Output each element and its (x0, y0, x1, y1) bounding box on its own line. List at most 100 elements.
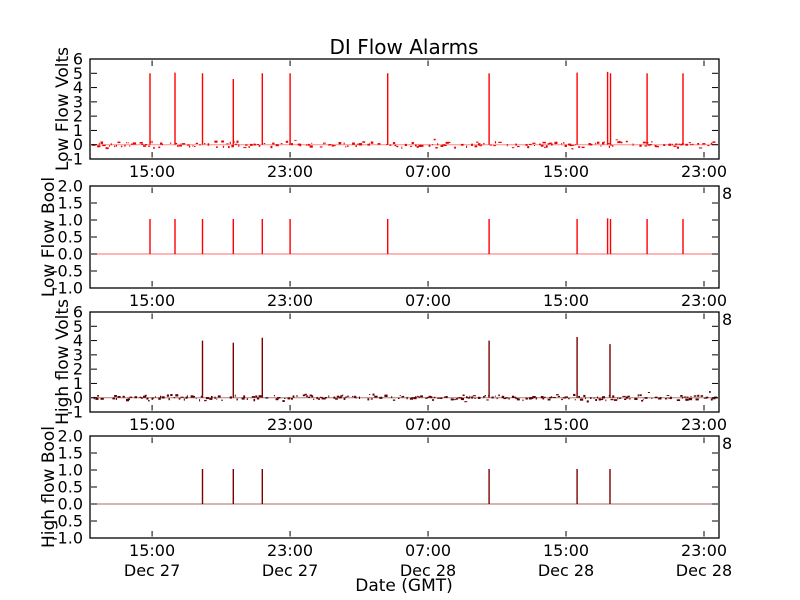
noise-dot (175, 394, 179, 397)
noise-dot (114, 145, 116, 148)
x-tick-time-label: 23:00 (267, 162, 313, 181)
noise-dot (625, 140, 628, 143)
noise-dot (668, 397, 671, 399)
noise-dot (413, 397, 417, 400)
x-tick-time-label: 23:00 (267, 415, 313, 434)
noise-dot (392, 142, 396, 145)
noise-dot (355, 396, 357, 399)
noise-dot (98, 142, 100, 145)
noise-dot (343, 397, 346, 400)
x-tick-time-label: 07:00 (405, 162, 451, 181)
noise-dot (231, 145, 234, 148)
noise-dot (173, 397, 176, 399)
noise-dot (595, 399, 597, 401)
noise-dot (161, 143, 163, 146)
noise-dot (379, 396, 383, 399)
noise-dot (676, 146, 679, 149)
noise-dot (318, 398, 320, 400)
x-tick-date-label: Dec 28 (400, 561, 456, 580)
noise-dot (187, 395, 188, 398)
noise-dot (595, 142, 597, 145)
noise-dot (188, 145, 191, 148)
x-tick-time-label: 23:00 (681, 162, 727, 181)
noise-dot (129, 145, 131, 147)
noise-dot (658, 397, 662, 400)
noise-dot (183, 398, 185, 401)
noise-dot (105, 147, 109, 150)
noise-dot (710, 142, 713, 145)
noise-dot (109, 145, 110, 147)
noise-dot (454, 146, 456, 149)
axes-frame (89, 435, 720, 539)
noise-dot (406, 396, 408, 400)
noise-dot (324, 142, 326, 144)
noise-dot (256, 144, 259, 145)
noise-dot (160, 395, 162, 398)
noise-dot (494, 395, 496, 397)
noise-dot (532, 142, 536, 144)
noise-dot (556, 141, 558, 144)
noise-dot (328, 144, 331, 146)
noise-dot (158, 397, 161, 400)
noise-dot (214, 396, 216, 399)
noise-dot (102, 144, 106, 147)
noise-dot (391, 396, 393, 399)
noise-dot (670, 143, 671, 146)
noise-dot (401, 146, 403, 149)
noise-dot (251, 396, 255, 398)
clipped-date-fragment: 8 (722, 184, 732, 203)
noise-dot (217, 395, 221, 398)
y-tick-label: 1.5 (58, 194, 83, 213)
x-tick-time-label: 15:00 (543, 291, 589, 310)
noise-dot (139, 396, 142, 399)
noise-dot (613, 399, 618, 401)
noise-dot (476, 141, 479, 143)
noise-dot (170, 142, 172, 144)
x-tick-time-label: 15:00 (129, 541, 175, 560)
x-tick-time-label: 15:00 (129, 291, 175, 310)
noise-dot (352, 142, 355, 145)
noise-dot (246, 398, 248, 400)
noise-dot (641, 400, 643, 402)
noise-dot (644, 397, 648, 399)
y-tick-label: 6 (73, 303, 83, 322)
noise-dot (275, 398, 279, 401)
noise-dot (608, 145, 610, 148)
noise-dot (568, 143, 572, 146)
noise-dot (401, 396, 404, 398)
noise-dot (542, 397, 545, 400)
clipped-date-fragment: 8 (722, 434, 732, 453)
noise-dot (486, 399, 489, 401)
clipped-date-fragment: 8 (722, 310, 732, 329)
noise-dot (195, 142, 199, 144)
noise-dot (687, 396, 689, 398)
noise-dot (712, 398, 716, 400)
noise-dot (690, 143, 692, 146)
y-tick-label: 1.0 (58, 461, 83, 480)
noise-dot (338, 142, 342, 145)
noise-dot (306, 395, 308, 398)
noise-dot (168, 398, 170, 401)
noise-dot (450, 398, 454, 401)
y-tick-label: -1 (67, 150, 83, 169)
noise-dot (639, 144, 642, 147)
x-tick-time-label: 23:00 (267, 291, 313, 310)
noise-dot (182, 143, 186, 145)
noise-dot (551, 143, 553, 146)
noise-dot (642, 141, 646, 144)
noise-dot (678, 143, 680, 145)
subplot-1: 2.01.51.00.50.0-0.5-1.0 15:00 23:00 07:00 15… (39, 177, 732, 311)
noise-dot (392, 399, 396, 401)
noise-dot (535, 397, 537, 400)
y-tick-label: 1 (73, 121, 83, 140)
y-tick-label: 0.5 (58, 228, 83, 247)
noise-dot (600, 398, 604, 401)
noise-dot (528, 143, 532, 145)
noise-dot (255, 144, 257, 146)
noise-dot (323, 142, 325, 145)
noise-dot (709, 391, 711, 393)
noise-dot (639, 394, 642, 397)
x-tick-time-label: 07:00 (405, 291, 451, 310)
